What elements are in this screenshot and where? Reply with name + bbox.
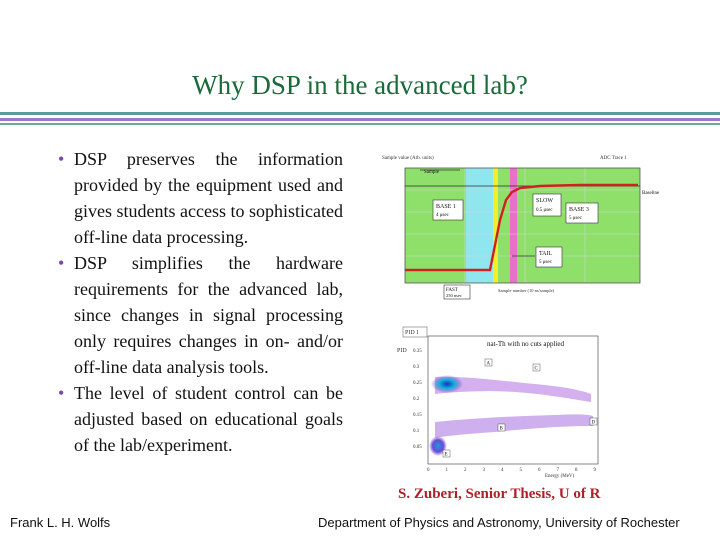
magenta-window	[510, 168, 517, 283]
title-rule-teal	[0, 112, 720, 115]
psd-x-tick-label: 9	[594, 468, 597, 473]
footer-author: Frank L. H. Wolfs	[10, 515, 111, 530]
yellow-window	[493, 168, 498, 283]
psd-x-tick-label: 1	[446, 468, 449, 473]
region-e-box	[442, 449, 451, 458]
fast-box	[443, 284, 471, 300]
psd-x-tick-label: 5	[520, 468, 523, 473]
bullet-dot-icon: •	[58, 149, 65, 169]
psd-x-tick-label: 0	[427, 468, 430, 473]
region-a-label: A	[487, 362, 491, 367]
region-d-label: D	[592, 421, 596, 426]
slow-sub: 0.5 μsec	[536, 208, 553, 213]
lower-band	[435, 414, 593, 438]
region-b-label: B	[500, 427, 504, 432]
region-e-label: E	[445, 453, 448, 458]
tail-label: TAIL	[539, 251, 553, 257]
psd-y-tick-label: 0.1	[413, 429, 420, 434]
psd-figure: PID 1 nat-Th with no cuts applied PID A …	[395, 322, 605, 482]
region-e-cluster	[429, 436, 447, 456]
psd-x-ticks: 0 1 2 3 4 5 6 7 8 9	[427, 468, 597, 473]
psd-y-tick-label: 0.35	[413, 349, 422, 354]
waveform-frame	[404, 167, 641, 284]
psd-y-ticks: 0.35 0.3 0.25 0.2 0.15 0.1 0.05	[413, 349, 422, 450]
base1-box	[432, 199, 464, 221]
waveform-figure: Sample value (Arb. units) ADC Trace 1 Sa…	[380, 150, 710, 300]
region-c-box	[532, 363, 541, 372]
psd-y-tick-label: 0.25	[413, 381, 422, 386]
bullet-item: • The level of student control can be ad…	[58, 380, 343, 458]
bullet-text: DSP simplifies the hardware requirements…	[74, 253, 343, 377]
slow-box	[532, 193, 562, 217]
tail-box	[535, 246, 563, 268]
psd-y-tick-label: 0.3	[413, 365, 420, 370]
psd-x-tick-label: 8	[575, 468, 578, 473]
cyan-window	[466, 168, 493, 283]
bullet-list: • DSP preserves the information provided…	[58, 146, 343, 458]
psd-x-tick-label: 4	[501, 468, 504, 473]
bullet-item: • DSP preserves the information provided…	[58, 146, 343, 250]
psd-x-tick-label: 3	[483, 468, 486, 473]
thesis-credit: S. Zuberi, Senior Thesis, U of R	[398, 486, 601, 502]
slide-title: Why DSP in the advanced lab?	[192, 70, 528, 100]
title-rule-teal-lower	[0, 123, 720, 125]
upper-band	[435, 376, 591, 402]
pid-box	[402, 326, 428, 338]
base3-label: BASE 3	[569, 207, 589, 213]
region-d-box	[589, 417, 598, 426]
psd-y-tick-label: 0.15	[413, 413, 422, 418]
region-b-box	[497, 423, 506, 432]
psd-x-tick-label: 6	[538, 468, 541, 473]
tail-sub: 5 μsec	[539, 260, 553, 265]
baseline-label: Baseline	[642, 191, 660, 196]
waveform-toplabel: ADC Trace 1	[600, 156, 627, 161]
fast-label: FAST	[446, 288, 458, 293]
region-c-label: C	[535, 367, 539, 372]
region-a-box	[484, 358, 493, 367]
pid-label: PID 1	[405, 330, 419, 336]
title-rule-purple	[0, 118, 720, 121]
base1-label: BASE 1	[436, 204, 456, 210]
base3-sub: 5 μsec	[569, 216, 583, 221]
bullet-text: DSP preserves the information provided b…	[74, 149, 343, 247]
bullet-dot-icon: •	[58, 253, 65, 273]
bullet-text: The level of student control can be adju…	[74, 383, 343, 455]
bullet-item: • DSP simplifies the hardware requiremen…	[58, 250, 343, 380]
fast-sub: 250 nsec	[446, 293, 462, 298]
green-window-right	[563, 168, 618, 283]
base1-sub: 4 μsec	[436, 213, 450, 218]
waveform-xlabel: Sample number (10 ns/sample)	[498, 288, 555, 293]
bullet-dot-icon: •	[58, 383, 65, 403]
psd-xlabel: Energy (MeV)	[545, 474, 575, 479]
region-a-cluster	[431, 375, 463, 393]
footer-department: Department of Physics and Astronomy, Uni…	[318, 515, 680, 530]
adc-trace	[405, 183, 638, 272]
slow-label: SLOW	[536, 198, 553, 204]
base3-box	[565, 202, 599, 224]
psd-y-tick-label: 0.2	[413, 397, 420, 402]
psd-x-tick-label: 2	[464, 468, 467, 473]
psd-x-tick-label: 7	[557, 468, 560, 473]
psd-frame	[427, 335, 599, 465]
waveform-ylabel: Sample value (Arb. units)	[382, 156, 434, 161]
sample-label: Sample	[424, 170, 440, 175]
psd-title: nat-Th with no cuts applied	[487, 340, 564, 348]
psd-y-tick-label: 0.05	[413, 445, 422, 450]
psd-ylabel: PID	[397, 348, 407, 354]
